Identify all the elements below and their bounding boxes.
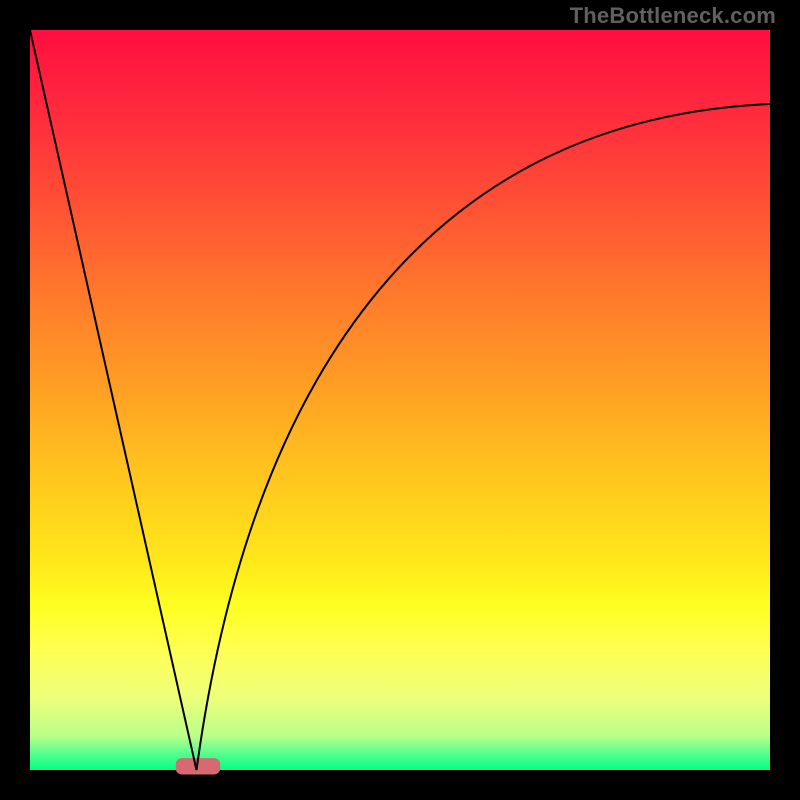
plot-background: [30, 30, 770, 770]
bottleneck-chart: [0, 0, 800, 800]
attribution-text: TheBottleneck.com: [570, 3, 776, 29]
